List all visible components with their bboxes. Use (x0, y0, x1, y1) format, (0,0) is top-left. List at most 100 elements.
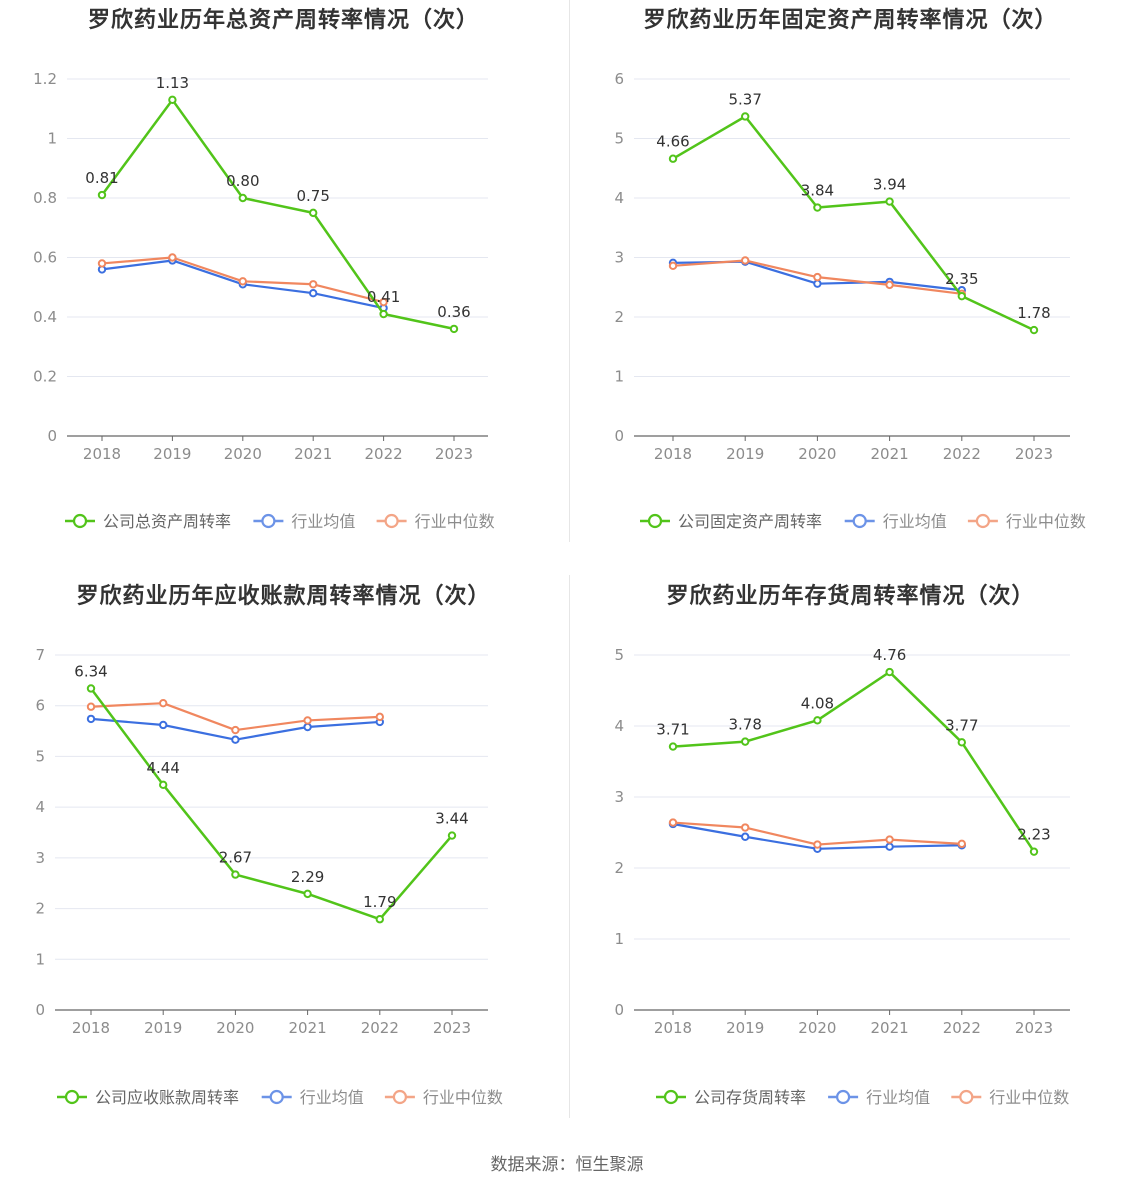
data-point-company (238, 193, 248, 203)
data-label: 1.13 (156, 74, 189, 92)
data-point-company (957, 291, 966, 301)
y-tick-label: 4 (614, 717, 624, 735)
legend-marker-icon (959, 1089, 974, 1105)
legend-marker-icon (269, 1089, 284, 1105)
data-source-note: 数据来源：恒生聚源 (490, 1155, 644, 1175)
x-tick-label: 2021 (294, 445, 332, 463)
legend-item-avg: 行业均值 (844, 512, 947, 531)
legend-label: 行业中位数 (1006, 512, 1086, 531)
data-point-company (159, 780, 168, 790)
y-tick-label: 0.2 (33, 368, 57, 386)
data-point-company (86, 684, 96, 693)
legend-label: 行业均值 (883, 512, 947, 531)
x-tick-label: 2022 (365, 445, 403, 463)
data-point-avg (885, 842, 894, 851)
data-label: 2.35 (945, 270, 978, 288)
legend-marker-icon (663, 1089, 679, 1105)
data-point-company (741, 737, 750, 746)
legend-item-median: 行业中位数 (376, 512, 495, 531)
data-point-company (375, 915, 384, 924)
chart-fixed-asset-turnover: 0 1 2 3 4 5 6 2018 2019 2020 2021 2022 2023 4.66 5.37 3… (614, 70, 1086, 531)
y-tick-label: 0.4 (33, 308, 57, 326)
x-tick-label: 2020 (798, 445, 836, 463)
data-point-company (813, 716, 822, 725)
legend-label: 公司总资产周转率 (103, 512, 231, 531)
panel-divider-bottom (569, 575, 570, 1118)
y-tick-label: 3 (614, 788, 624, 806)
data-point-company (1029, 847, 1039, 856)
legend-marker-icon (836, 1089, 851, 1105)
data-point-avg (303, 722, 312, 732)
y-tick-label: 6 (614, 70, 624, 88)
data-label: 2.23 (1017, 826, 1050, 844)
x-tick-label: 2018 (654, 1019, 692, 1037)
data-point-median (168, 253, 177, 262)
data-label: 4.66 (656, 133, 689, 151)
data-label: 0.80 (226, 172, 259, 190)
x-tick-label: 2019 (153, 445, 191, 463)
legend-item-company: 公司固定资产周转率 (640, 512, 822, 531)
data-label: 0.75 (296, 187, 329, 205)
x-tick-label: 2022 (943, 1019, 981, 1037)
data-point-median (668, 818, 678, 827)
y-tick-label: 1 (35, 950, 45, 968)
series-line-company (672, 670, 1036, 853)
x-tick-label: 2022 (943, 445, 981, 463)
x-tick-label: 2020 (798, 1019, 836, 1037)
x-tick-label: 2020 (224, 445, 262, 463)
data-label: 1.78 (1017, 304, 1050, 322)
legend-item-median: 行业中位数 (951, 1088, 1069, 1107)
y-tick-label: 2 (614, 308, 624, 326)
legend-item-median: 行业中位数 (967, 512, 1086, 531)
legend-marker-icon (261, 513, 276, 529)
data-point-median (375, 712, 384, 722)
legend-item-median: 行业中位数 (384, 1088, 503, 1107)
legend-marker-icon (64, 1089, 80, 1105)
y-tick-label: 5 (614, 646, 624, 664)
y-tick-label: 5 (614, 130, 624, 148)
data-point-company (231, 870, 240, 879)
data-point-company (741, 112, 750, 121)
legend-marker-icon (975, 513, 990, 529)
x-tick-label: 2018 (654, 445, 692, 463)
x-tick-label: 2019 (726, 445, 764, 463)
legend-item-company: 公司总资产周转率 (65, 512, 231, 531)
data-label: 4.08 (801, 694, 834, 712)
x-tick-label: 2019 (144, 1019, 182, 1037)
legend-item-company: 公司应收账款周转率 (57, 1088, 239, 1107)
data-point-company (668, 742, 678, 751)
y-tick-label: 3 (35, 849, 45, 867)
data-point-median (309, 280, 318, 289)
data-label: 5.37 (728, 90, 761, 108)
data-point-company (1029, 325, 1039, 335)
y-tick-label: 0 (614, 427, 624, 445)
data-point-median (86, 702, 96, 711)
legend-label: 行业均值 (291, 512, 355, 531)
data-label: 3.71 (656, 721, 689, 739)
y-tick-label: 1 (614, 930, 624, 948)
x-tick-label: 2019 (726, 1019, 764, 1037)
chart-panel-receivables-turnover: 罗欣药业历年应收账款周转率情况（次） 0 1 2 3 4 5 6 7 2018 2019 2020 2… (0, 575, 567, 1150)
y-tick-label: 1 (47, 130, 57, 148)
x-tick-label: 2020 (216, 1019, 254, 1037)
data-label: 0.36 (437, 303, 470, 321)
data-point-median (97, 259, 107, 268)
legend-item-company: 公司存货周转率 (656, 1088, 806, 1107)
data-point-company (97, 190, 107, 200)
chart-panel-fixed-asset-turnover: 罗欣药业历年固定资产周转率情况（次） 0 1 2 3 4 5 6 2018 2019 2020 20… (567, 0, 1134, 575)
chart-panel-total-asset-turnover: 罗欣药业历年总资产周转率情况（次） 0 0.2 0.4 0.6 0.8 1 1.2 2018 2… (0, 0, 567, 575)
data-point-avg (159, 720, 168, 730)
data-label: 0.41 (367, 288, 400, 306)
y-tick-label: 1.2 (33, 70, 57, 88)
data-point-company (885, 197, 894, 206)
chart-receivables-turnover: 0 1 2 3 4 5 6 7 2018 2019 2020 2021 2022 2023 6.34 4.44… (35, 646, 503, 1107)
y-tick-label: 7 (35, 646, 45, 664)
x-tick-label: 2018 (83, 445, 121, 463)
data-label: 3.94 (873, 176, 906, 194)
chart-title: 罗欣药业历年应收账款周转率情况（次） (76, 584, 491, 609)
x-tick-label: 2023 (1015, 1019, 1053, 1037)
data-point-median (741, 823, 750, 832)
y-tick-label: 0 (47, 427, 57, 445)
data-point-company (885, 667, 894, 677)
